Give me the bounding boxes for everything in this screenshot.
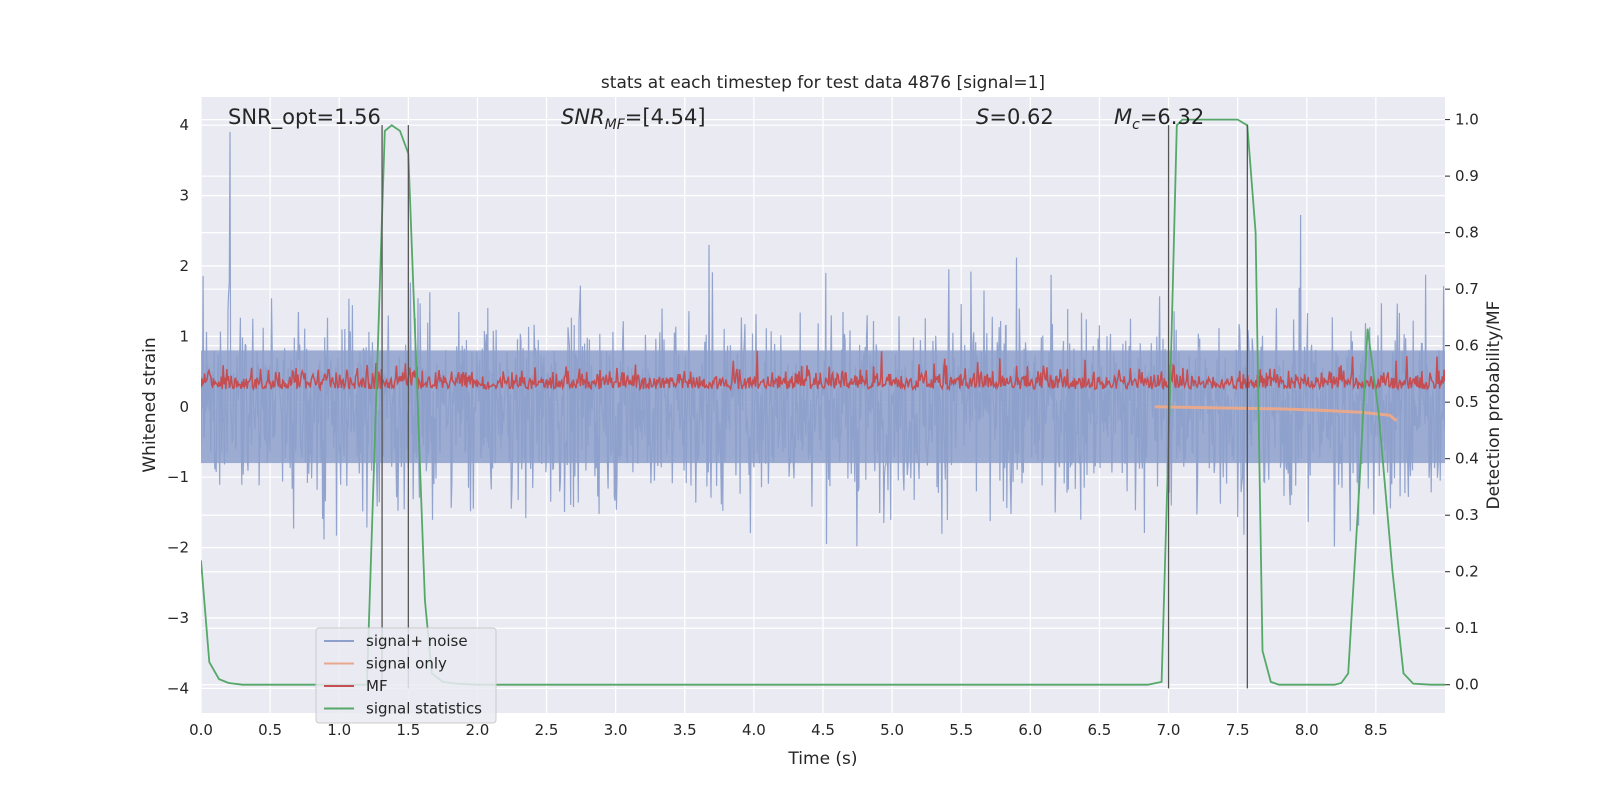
x-tick-label: 2.0 [466, 721, 490, 739]
snr-mf-sub: MF [605, 117, 626, 133]
y-right-tick-label: 0.4 [1455, 450, 1479, 468]
legend-label: MF [366, 677, 388, 695]
y-left-tick-label: 4 [179, 116, 189, 134]
y-right-tick-label: 1.0 [1455, 111, 1479, 129]
x-tick-labels: 0.0 0.5 1.0 1.5 2.0 2.5 3.0 3.5 4.0 4.5 5.0 5.5 6.0 6… [189, 721, 1388, 739]
x-tick-label: 3.0 [604, 721, 628, 739]
x-axis-label: Time (s) [787, 749, 857, 769]
x-tick-label: 0.0 [189, 721, 213, 739]
snr-mf-value: =[4.54] [625, 105, 706, 129]
mc-sub: c [1132, 117, 1140, 133]
x-tick-label: 4.0 [742, 721, 766, 739]
y-left-tick-label: −3 [167, 609, 189, 627]
y-right-tick-label: 0.6 [1455, 337, 1479, 355]
y-left-axis-label: Whitened strain [140, 337, 160, 472]
y-right-tick-label: 0.3 [1455, 506, 1479, 524]
y-left-tick-label: 2 [179, 257, 189, 275]
vertical-markers [381, 125, 1248, 689]
legend-label: signal+ noise [366, 632, 468, 650]
y-right-tick-label: 0.1 [1455, 619, 1479, 637]
y-right-axis-label: Detection probability/MF [1484, 301, 1504, 510]
legend: signal+ noise signal only MF signal statist… [315, 627, 497, 724]
y-right-tick-label: 0.5 [1455, 393, 1479, 411]
y-right-tick-label: 0.9 [1455, 167, 1479, 185]
snr-mf-main: SNR [561, 105, 605, 129]
y-right-tick-label: 0.7 [1455, 280, 1479, 298]
annotation-spin: S=0.62 [976, 105, 1054, 129]
annotation-snr-opt: SNR_opt=1.56 [228, 105, 381, 130]
x-tick-label: 2.5 [535, 721, 559, 739]
mc-value: =6.32 [1140, 105, 1204, 129]
x-tick-label: 8.0 [1295, 721, 1319, 739]
legend-label: signal only [366, 655, 447, 673]
y-right-tick-labels: 0.0 0.1 0.2 0.3 0.4 0.5 0.6 0.7 0.8 0.9 1.0 [1445, 111, 1479, 694]
spin-value: =0.62 [989, 105, 1053, 129]
x-tick-label: 7.5 [1226, 721, 1250, 739]
y-right-tick-label: 0.8 [1455, 224, 1479, 242]
x-tick-label: 1.0 [327, 721, 351, 739]
mc-main: M [1114, 105, 1132, 129]
y-right-tick-label: 0.0 [1455, 676, 1479, 694]
x-tick-label: 5.0 [880, 721, 904, 739]
x-tick-label: 4.5 [811, 721, 835, 739]
legend-label: signal statistics [366, 700, 482, 718]
x-tick-label: 3.5 [673, 721, 697, 739]
legend-box [315, 627, 497, 724]
x-tick-label: 8.5 [1364, 721, 1388, 739]
y-left-tick-label: −2 [167, 539, 189, 557]
chart-title: stats at each timestep for test data 487… [601, 73, 1045, 93]
x-tick-label: 1.5 [396, 721, 420, 739]
x-tick-label: 6.5 [1088, 721, 1112, 739]
spin-symbol: S [976, 105, 989, 129]
y-left-tick-label: −1 [167, 468, 189, 486]
y-left-tick-label: 3 [179, 187, 189, 205]
y-right-tick-label: 0.2 [1455, 563, 1479, 581]
x-tick-label: 0.5 [258, 721, 282, 739]
x-tick-label: 5.5 [949, 721, 973, 739]
y-left-tick-label: −4 [167, 679, 189, 697]
y-left-tick-label: 1 [179, 327, 189, 345]
x-tick-label: 7.0 [1157, 721, 1181, 739]
x-tick-label: 6.0 [1018, 721, 1042, 739]
y-left-tick-labels: −4 −3 −2 −1 0 1 2 3 4 [167, 116, 189, 697]
series-signal-statistics [201, 118, 1445, 686]
annotation-snr-mf: SNRMF=[4.54] [561, 105, 706, 133]
y-left-tick-label: 0 [179, 398, 189, 416]
series-signal-only [1154, 405, 1398, 422]
annotation-chirp-mass: Mc=6.32 [1114, 105, 1204, 133]
